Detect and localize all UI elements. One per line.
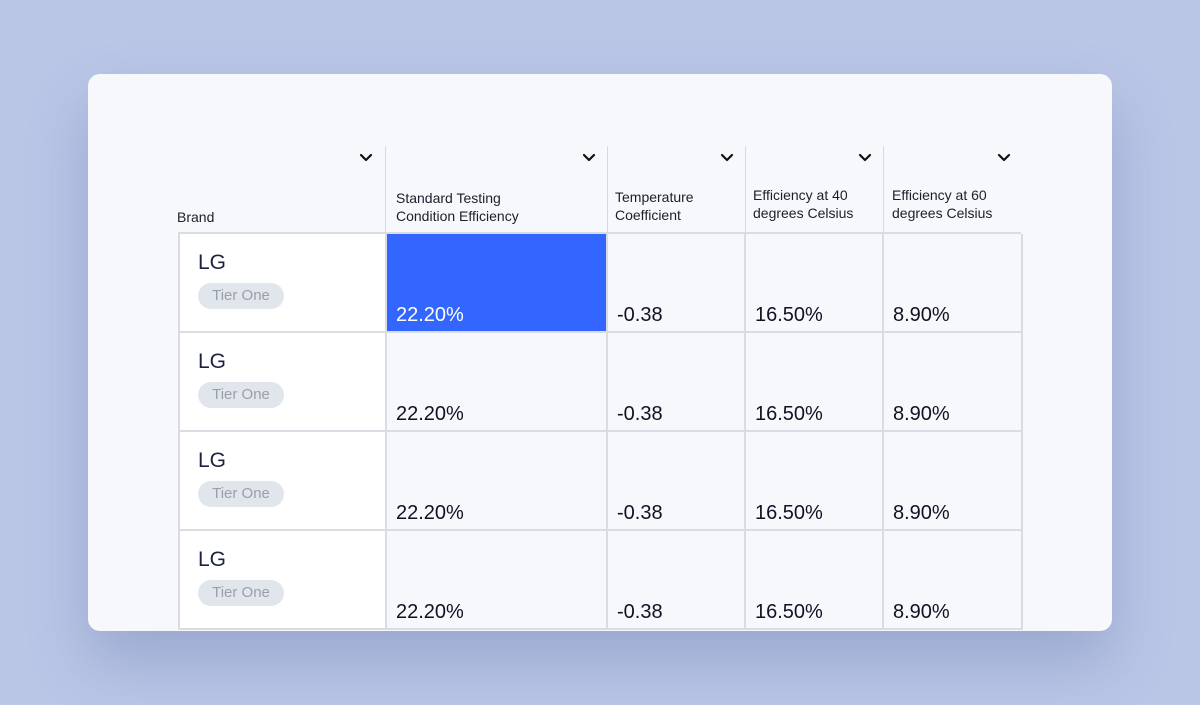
- table-cell-temp-coefficient[interactable]: -0.38: [608, 234, 746, 333]
- column-header-stc-efficiency[interactable]: Standard Testing Condition Efficiency: [385, 146, 607, 232]
- table-cell-brand[interactable]: LG Tier One: [180, 432, 387, 531]
- cell-value: 8.90%: [893, 304, 950, 326]
- column-header-temp-coefficient[interactable]: Temperature Coefficient: [607, 146, 745, 232]
- cell-value: 16.50%: [755, 304, 823, 326]
- table-cell-brand[interactable]: LG Tier One: [180, 333, 387, 432]
- chevron-down-icon[interactable]: [358, 152, 378, 166]
- column-header-eff-40c[interactable]: Efficiency at 40 degrees Celsius: [745, 146, 883, 232]
- tier-badge: Tier One: [198, 382, 284, 408]
- column-label-eff-60c: Efficiency at 60 degrees Celsius: [892, 187, 993, 221]
- table-cell-temp-coefficient[interactable]: -0.38: [608, 531, 746, 630]
- brand-name: LG: [198, 350, 227, 373]
- brand-name: LG: [198, 449, 227, 472]
- chevron-down-icon[interactable]: [857, 152, 877, 166]
- table-cell-stc-efficiency[interactable]: 22.20%: [387, 234, 608, 333]
- brand-name: LG: [198, 548, 227, 571]
- table-cell-brand[interactable]: LG Tier One: [180, 234, 387, 333]
- column-label-eff-40c: Efficiency at 40 degrees Celsius: [753, 187, 854, 221]
- table-cell-eff-40c[interactable]: 16.50%: [746, 333, 884, 432]
- cell-value: 22.20%: [396, 601, 464, 623]
- table-card: Brand Standard Testing Condition Efficie…: [88, 74, 1112, 631]
- table-cell-eff-60c[interactable]: 8.90%: [884, 234, 1023, 333]
- cell-value: 16.50%: [755, 403, 823, 425]
- chevron-down-icon[interactable]: [719, 152, 739, 166]
- cell-value: 16.50%: [755, 502, 823, 524]
- cell-value: 8.90%: [893, 502, 950, 524]
- table-cell-stc-efficiency[interactable]: 22.20%: [387, 432, 608, 531]
- cell-value: -0.38: [617, 304, 663, 326]
- cell-value: -0.38: [617, 403, 663, 425]
- cell-value: 22.20%: [396, 502, 464, 524]
- cell-value: 16.50%: [755, 601, 823, 623]
- tier-badge: Tier One: [198, 283, 284, 309]
- table-cell-eff-40c[interactable]: 16.50%: [746, 531, 884, 630]
- table-cell-eff-60c[interactable]: 8.90%: [884, 531, 1023, 630]
- cell-value: 8.90%: [893, 601, 950, 623]
- cell-value: -0.38: [617, 601, 663, 623]
- column-header-eff-60c[interactable]: Efficiency at 60 degrees Celsius: [883, 146, 1022, 232]
- table-cell-eff-40c[interactable]: 16.50%: [746, 234, 884, 333]
- table-cell-stc-efficiency[interactable]: 22.20%: [387, 531, 608, 630]
- table-cell-eff-60c[interactable]: 8.90%: [884, 333, 1023, 432]
- brand-name: LG: [198, 251, 227, 274]
- chevron-down-icon[interactable]: [996, 152, 1016, 166]
- table-cell-brand[interactable]: LG Tier One: [180, 531, 387, 630]
- column-label-brand: Brand: [177, 209, 215, 225]
- table-cell-eff-40c[interactable]: 16.50%: [746, 432, 884, 531]
- cell-value: 8.90%: [893, 403, 950, 425]
- cell-value: 22.20%: [396, 304, 464, 326]
- table-cell-temp-coefficient[interactable]: -0.38: [608, 432, 746, 531]
- efficiency-table: LG Tier One 22.20% -0.38 16.50% 8.90% LG…: [178, 232, 1023, 630]
- table-cell-eff-60c[interactable]: 8.90%: [884, 432, 1023, 531]
- cell-value: -0.38: [617, 502, 663, 524]
- cell-value: 22.20%: [396, 403, 464, 425]
- chevron-down-icon[interactable]: [581, 152, 601, 166]
- column-label-stc-efficiency: Standard Testing Condition Efficiency: [396, 190, 519, 224]
- column-label-temp-coefficient: Temperature Coefficient: [615, 189, 694, 223]
- table-cell-temp-coefficient[interactable]: -0.38: [608, 333, 746, 432]
- tier-badge: Tier One: [198, 481, 284, 507]
- column-header-brand[interactable]: Brand: [88, 146, 385, 232]
- tier-badge: Tier One: [198, 580, 284, 606]
- table-cell-stc-efficiency[interactable]: 22.20%: [387, 333, 608, 432]
